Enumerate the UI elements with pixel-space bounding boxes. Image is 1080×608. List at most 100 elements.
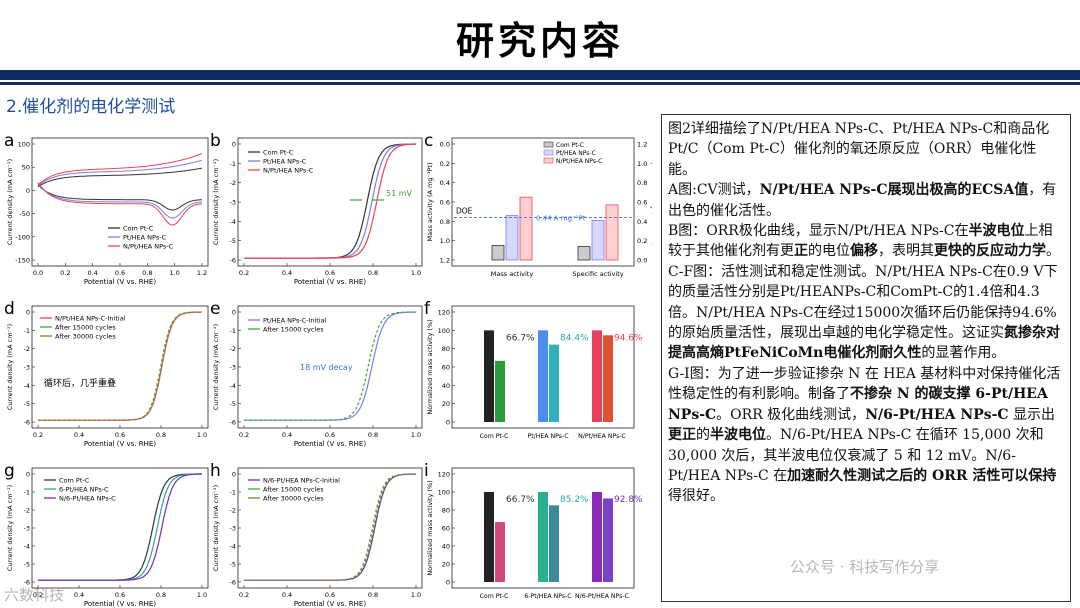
bar: [484, 492, 494, 582]
y-tick-label: 0: [446, 579, 450, 587]
x-axis-label: Potential (V vs. RHE): [294, 440, 366, 448]
bar: [549, 505, 559, 582]
watermark-left: 六数科技: [4, 586, 65, 604]
bar: [491, 245, 505, 261]
y-tick-label: 0.0: [440, 141, 450, 149]
y-tick-label: 100: [438, 489, 450, 497]
y-tick-label: -5: [230, 561, 236, 569]
y-tick-label: 1.0: [440, 237, 450, 245]
retention-label: 92.8%: [614, 495, 643, 505]
y-tick-label: 0: [26, 309, 30, 317]
text-bold: 正: [794, 243, 808, 260]
legend-label: After 15000 cycles: [263, 486, 324, 494]
orr-curve: [244, 143, 417, 259]
x-tick-label: 0.2: [239, 269, 249, 277]
y-tick-label: 0: [232, 141, 236, 149]
y-tick-label: -3: [24, 525, 30, 533]
cv-curve: [37, 182, 203, 226]
legend-label: N/6-Pt/HEA NPs-C: [59, 495, 116, 503]
bar: [603, 335, 613, 422]
x-axis-label: Potential (V vs. RHE): [84, 440, 156, 448]
legend-label: Pt/HEA NPs-C: [263, 158, 307, 166]
y-tick-label: -1: [24, 489, 30, 497]
x-tick-label: 0.4: [87, 269, 97, 277]
bar: [603, 498, 613, 582]
paragraph-cf: C-F图：活性测试和稳定性测试。N/Pt/HEA NPs-C在0.9 V下的质量…: [668, 262, 1064, 364]
bar: [592, 492, 602, 582]
panel-letter: d: [4, 299, 15, 319]
x-tick-label: 0.4: [282, 431, 292, 439]
y-tick-label: -2: [230, 507, 236, 515]
x-tick-label: 0.2: [33, 591, 43, 599]
y-tick-label: 0.4: [440, 179, 450, 187]
x-tick-label: 1.0: [411, 591, 421, 599]
x-tick-label: 0.6: [325, 431, 335, 439]
bar: [605, 204, 619, 261]
legend-label: Com Pt-C: [59, 477, 90, 485]
page-title: 研究内容: [455, 18, 624, 63]
retention-label: 94.6%: [614, 333, 643, 343]
y-tick-label: 0: [232, 309, 236, 317]
orr-curve: [38, 473, 202, 581]
y2-tick-label: 0.4: [637, 218, 647, 226]
y-tick-label: 60: [442, 364, 450, 372]
bar: [505, 215, 519, 261]
y2-axis-label: Specific activity (mA cm⁻²): [650, 158, 652, 245]
x-tick-label: 0.8: [368, 269, 378, 277]
y2-tick-label: 1.2: [637, 141, 647, 149]
text-bold: N/Pt/HEA NPs-C展现出极高的ECSA值: [759, 182, 1029, 199]
y-tick-label: 80: [442, 507, 450, 515]
x-tick-label: 0.8: [142, 269, 152, 277]
y-tick-label: 60: [442, 525, 450, 533]
legend-label: After 15000 cycles: [55, 324, 116, 332]
y-tick-label: -4: [230, 543, 236, 551]
text-span: 。N/6-Pt/HEA NPs-C 在循环 15,000 次和 30,000 次…: [668, 427, 1044, 484]
panel-h: h 0 -1 -2 -3 -4 -5 -60.2 0.4 0.6 0.8 1.0 Potential (…: [210, 461, 423, 608]
text-span: 的电位: [808, 243, 850, 260]
y-axis-label: Current density (mA cm⁻²): [6, 324, 14, 410]
title-rule-thin: [0, 82, 1080, 85]
legend-label: Pt/HEA NPs-C-Initial: [263, 317, 327, 325]
y-tick-label: 80: [442, 345, 450, 353]
bar: [495, 360, 505, 422]
panel-letter: g: [4, 461, 15, 481]
y-tick-label: 120: [438, 309, 450, 317]
text-span: G-I图：为了进一步验证掺杂 N 在 HEA 基材料中对保持催化活性稳定性的有利…: [668, 365, 1061, 403]
watermark-right: 公众号 · 科技写作分享: [790, 558, 940, 576]
y-tick-label: -1: [230, 160, 236, 168]
x-tick-label: 0.8: [156, 591, 166, 599]
y-tick-label: -2: [230, 179, 236, 187]
x-tick-label: 1.0: [197, 591, 207, 599]
orr-curve: [244, 311, 416, 421]
bar: [592, 330, 602, 422]
legend-label: 6-Pt/HEA NPs-C: [59, 486, 109, 494]
x-tick-label: 0.4: [74, 591, 84, 599]
x-category-label: Mass activity: [491, 270, 534, 278]
text-bold: 偏移: [850, 243, 878, 260]
y-tick-label: -3: [230, 525, 236, 533]
text-span: 得很好。: [668, 488, 724, 505]
x-category-label: Com Pt-C: [480, 433, 509, 440]
panel-b: b 0 -1 -2 -3 -4 -5 -60.2 0.4 0.6 0.8 1.0 Potential (…: [210, 131, 423, 286]
x-category-label: Com Pt-C: [480, 593, 509, 600]
legend-swatch: [543, 141, 554, 148]
bar: [549, 344, 559, 422]
y-tick-label: -2: [24, 507, 30, 515]
paragraph-gi: G-I图：为了进一步验证掺杂 N 在 HEA 基材料中对保持催化活性稳定性的有利…: [668, 364, 1064, 507]
x-tick-label: 0.4: [282, 591, 292, 599]
x-tick-label: 0.2: [239, 431, 249, 439]
y-tick-label: 50: [22, 164, 30, 172]
x-tick-label: 1.0: [411, 431, 421, 439]
text-span: C-F图：活性测试和稳定性测试。N/Pt/HEA NPs-C在0.9 V下的质量…: [668, 263, 1058, 342]
x-tick-label: 0.2: [239, 591, 249, 599]
text-bold: N/6-Pt/HEA NPs-C: [865, 406, 1009, 423]
legend-label: After 30000 cycles: [263, 495, 324, 503]
x-axis-label: Potential (V vs. RHE): [84, 600, 156, 608]
y-tick-label: -6: [230, 579, 236, 587]
x-category-label: Specific activity: [572, 270, 623, 278]
x-tick-label: 0.8: [156, 431, 166, 439]
x-tick-label: 0.4: [282, 269, 292, 277]
y-tick-label: -100: [15, 233, 30, 241]
retention-label: 85.2%: [560, 495, 589, 505]
